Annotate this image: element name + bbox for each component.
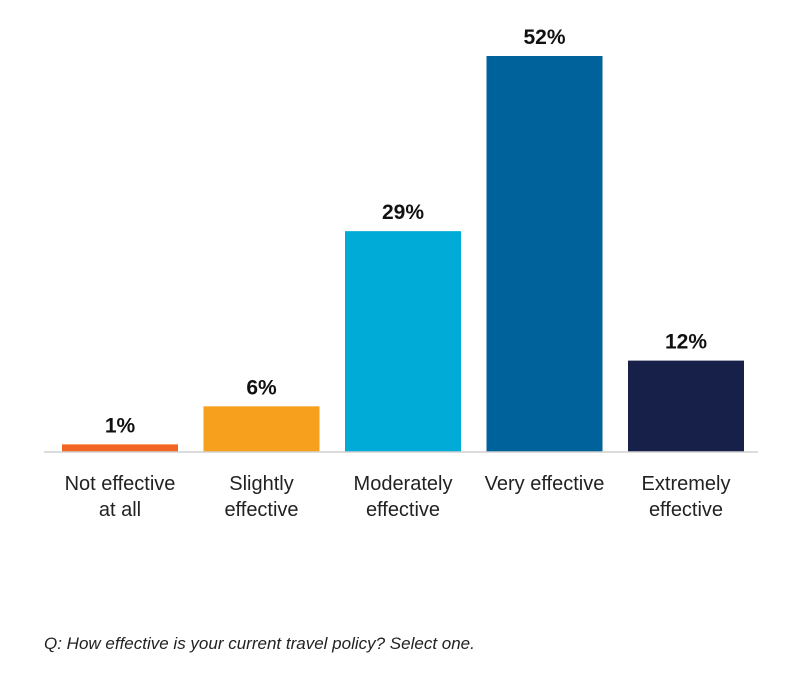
- question-footnote: Q: How effective is your current travel …: [44, 634, 475, 653]
- bar-value-label-1: 6%: [246, 376, 277, 399]
- bar-value-label-0: 1%: [105, 414, 136, 437]
- bar-1: [203, 406, 320, 452]
- bar-chart: 1% 6% 29% 52% 12% Not effective at all Slightl…: [44, 26, 758, 521]
- category-label-4-line-0: Extremely: [642, 473, 731, 495]
- category-label-2-line-0: Moderately: [354, 473, 453, 495]
- category-label-0-line-0: Not effective: [65, 473, 176, 495]
- category-label-1-line-0: Slightly: [229, 473, 293, 495]
- bar-2: [345, 231, 461, 452]
- bar-value-label-2: 29%: [382, 201, 424, 224]
- value-labels-group: 1% 6% 29% 52% 12%: [105, 26, 708, 437]
- bar-0: [62, 444, 178, 452]
- category-label-0-line-1: at all: [99, 499, 141, 521]
- category-label-1-line-1: effective: [224, 499, 298, 521]
- category-label-3-line-0: Very effective: [485, 473, 605, 495]
- bar-4: [628, 360, 744, 452]
- category-labels-group: Not effective at all Slightly effective Mode…: [65, 473, 731, 521]
- bar-3: [486, 56, 603, 452]
- bar-value-label-3: 52%: [523, 26, 565, 49]
- category-label-4-line-1: effective: [649, 499, 723, 521]
- bars-group: [62, 56, 744, 452]
- category-label-2-line-1: effective: [366, 499, 440, 521]
- bar-value-label-4: 12%: [665, 331, 707, 354]
